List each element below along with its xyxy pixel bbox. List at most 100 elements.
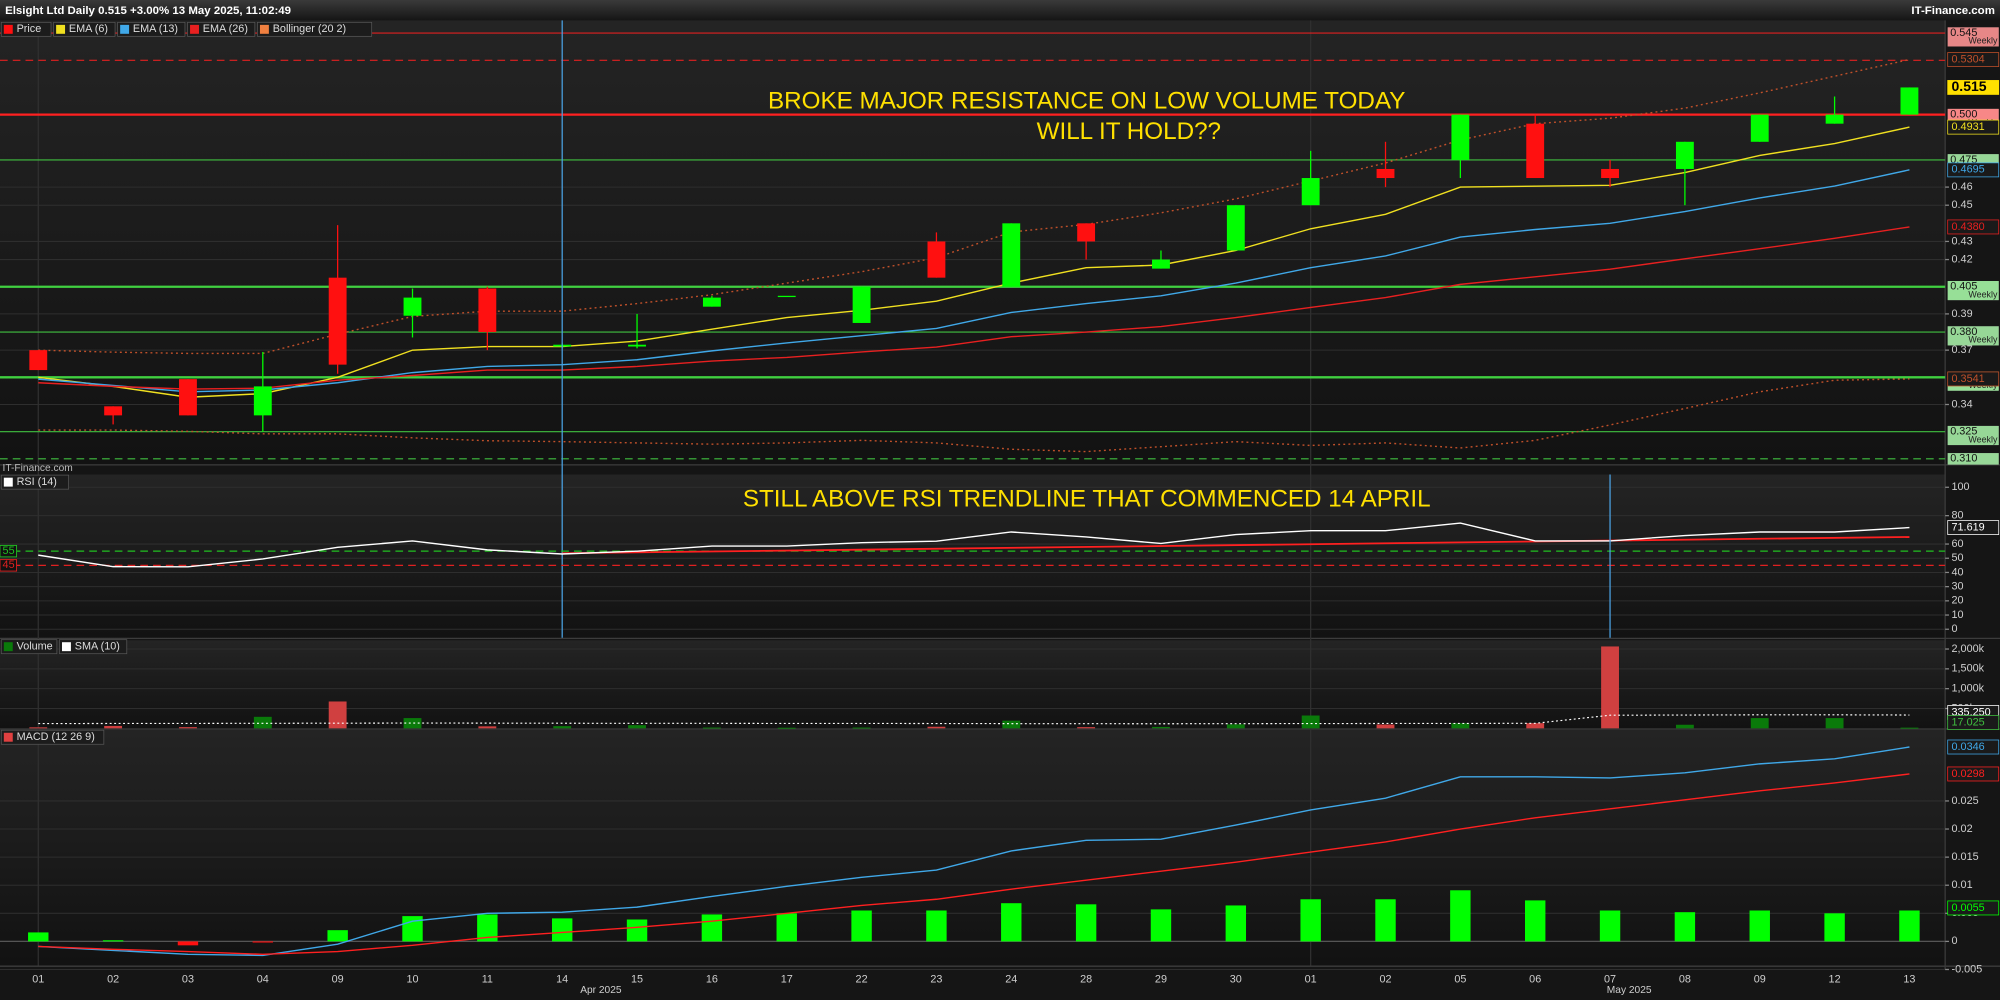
level-label-box	[0, 544, 18, 558]
y-tick-label: 0	[1952, 623, 1958, 635]
volume-bar	[1002, 720, 1021, 729]
x-tick-label: 15	[631, 973, 643, 985]
histogram-bar	[252, 941, 274, 943]
x-tick-label: 23	[930, 973, 942, 985]
candle-body	[1675, 141, 1694, 169]
series-line	[38, 714, 1910, 725]
y-tick-label: 40	[1952, 566, 1964, 578]
y-tick-label: 0.45	[1952, 199, 1973, 211]
legend-swatch	[56, 24, 66, 34]
histogram-bar	[626, 919, 648, 942]
legend-box	[0, 474, 70, 490]
histogram-bar	[1375, 899, 1396, 942]
y-tick-label: 0.015	[1952, 851, 1979, 863]
legend-box	[59, 639, 128, 655]
histogram-bar	[177, 941, 199, 946]
legend-swatch	[3, 477, 13, 487]
candle-body	[1152, 259, 1170, 269]
volume-bar	[1376, 724, 1395, 729]
candle-body	[403, 297, 422, 316]
legend-swatch	[120, 24, 130, 34]
series-line	[38, 126, 1910, 398]
y-tick-label: 0.43	[1952, 235, 1973, 247]
volume-bar	[628, 725, 646, 729]
legend-box	[0, 729, 105, 745]
y-tick-label: 50	[1952, 552, 1964, 564]
volume-bar	[179, 727, 197, 729]
histogram-bar	[102, 940, 124, 942]
watermark: IT-Finance.com	[3, 463, 73, 474]
y-tick-label: -0.005	[1952, 963, 1983, 975]
value-label: 71.619	[1947, 520, 2000, 535]
volume-bar	[328, 701, 347, 729]
volume-bar	[1152, 726, 1170, 729]
candle-body	[777, 295, 796, 298]
value-label: 0.515	[1947, 78, 2000, 95]
value-label-box	[1947, 900, 2000, 916]
histogram-bar	[1300, 899, 1321, 942]
level-label-box	[1947, 27, 1999, 47]
y-tick-label: 30	[1952, 581, 1964, 593]
x-tick-label: 02	[107, 973, 119, 985]
candle-body	[1226, 205, 1245, 251]
header-bar	[0, 0, 2000, 21]
histogram-bar	[1749, 910, 1770, 942]
candle-body	[628, 344, 646, 347]
candle-body	[1825, 114, 1844, 124]
x-tick-label: 05	[1454, 973, 1466, 985]
bollinger-lower	[38, 378, 1910, 453]
y-tick-label: 20	[1952, 595, 1964, 607]
series-line	[38, 169, 1910, 393]
histogram-bar	[926, 910, 947, 942]
candle-body	[1601, 168, 1619, 179]
x-tick-label: 01	[32, 973, 44, 985]
candle-body	[29, 350, 48, 371]
volume-bar	[1451, 723, 1470, 729]
legend-swatch	[3, 642, 13, 652]
legend-box	[53, 21, 116, 37]
y-tick-label: 0.34	[1952, 398, 1973, 410]
y-tick-label: 100	[1952, 481, 1970, 493]
value-label-box	[1947, 520, 2000, 535]
value-label-text: 0.4695	[1952, 164, 1985, 176]
header-source: IT-Finance.com	[1911, 5, 1994, 17]
histogram-bar	[327, 930, 348, 942]
candle-body	[1002, 223, 1021, 287]
volume-bar	[1900, 727, 1919, 729]
histogram-bar	[1150, 909, 1172, 942]
volume-bar	[702, 727, 721, 729]
x-tick-label: 01	[1305, 973, 1317, 985]
candle-body	[852, 286, 871, 323]
level-label-box	[1947, 326, 1999, 346]
panel-background	[0, 20, 1946, 465]
legend-swatch	[190, 24, 199, 34]
legend-label: RSI (14)	[17, 476, 57, 488]
x-tick-label: 17	[781, 973, 793, 985]
candle-body	[104, 406, 123, 416]
histogram-bar	[701, 914, 723, 942]
series-line	[38, 746, 1910, 957]
candle-body	[1376, 168, 1395, 179]
histogram-bar	[1075, 904, 1097, 942]
legend-label: SMA (10)	[75, 641, 120, 653]
value-label-text: 0.4380	[1952, 221, 1985, 233]
panel-background	[0, 640, 1946, 729]
series-line	[38, 226, 1910, 390]
y-tick-label: 0.37	[1952, 344, 1973, 356]
annotation: BROKE MAJOR RESISTANCE ON LOW VOLUME TOD…	[768, 87, 1405, 114]
series-line	[38, 773, 1910, 956]
value-label-box	[1947, 219, 2000, 235]
value-label-text: 0.4931	[1952, 121, 1985, 133]
level-label-box	[1947, 280, 1999, 301]
value-label: 0.4695	[1947, 162, 2000, 178]
value-label: 0.4380	[1947, 219, 2000, 235]
histogram-bar	[1001, 903, 1022, 942]
legend-box	[257, 21, 373, 37]
y-tick-label: 10	[1952, 609, 1964, 621]
x-tick-label: 16	[706, 973, 718, 985]
level-label: 0.310	[1950, 453, 1977, 465]
volume-bar	[1825, 718, 1844, 729]
candle-body	[179, 379, 197, 416]
legend-box	[117, 21, 186, 37]
histogram-bar	[1899, 910, 1920, 942]
